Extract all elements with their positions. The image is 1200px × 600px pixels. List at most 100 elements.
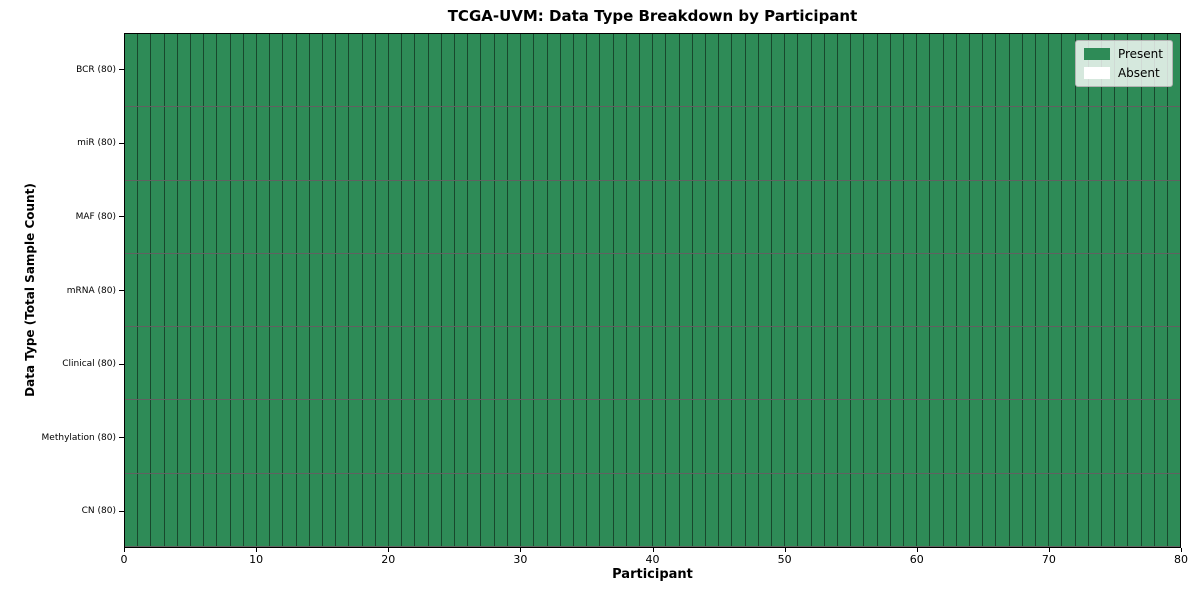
heatmap-cell bbox=[468, 253, 482, 327]
heatmap-cell bbox=[1115, 253, 1129, 327]
heatmap-cell bbox=[402, 473, 416, 546]
heatmap-cell bbox=[138, 473, 152, 546]
heatmap-cell bbox=[1036, 107, 1050, 180]
heatmap-cell bbox=[996, 253, 1010, 327]
heatmap-cell bbox=[1075, 400, 1089, 473]
heatmap-cell bbox=[1049, 107, 1063, 180]
heatmap-cell bbox=[785, 180, 799, 253]
heatmap-cell bbox=[573, 253, 588, 327]
y-tick-mark bbox=[119, 216, 124, 218]
heatmap-cell bbox=[1102, 107, 1116, 180]
y-tick-label: CN (80) bbox=[81, 506, 116, 517]
heatmap-cell bbox=[507, 253, 522, 327]
heatmap-row bbox=[125, 327, 1181, 401]
heatmap-cell bbox=[903, 473, 918, 546]
heatmap-cell bbox=[389, 400, 403, 473]
heatmap-cell bbox=[441, 180, 456, 253]
heatmap-cell bbox=[257, 400, 271, 473]
legend-label: Present bbox=[1117, 47, 1163, 61]
heatmap-cell bbox=[785, 107, 799, 180]
heatmap-cell bbox=[323, 473, 337, 546]
heatmap-cell bbox=[336, 400, 350, 473]
heatmap-cell bbox=[1115, 473, 1129, 546]
heatmap-cell bbox=[996, 34, 1010, 107]
heatmap-cell bbox=[903, 107, 918, 180]
heatmap-cell bbox=[441, 107, 456, 180]
heatmap-cell bbox=[270, 473, 284, 546]
heatmap-cell bbox=[811, 253, 825, 327]
heatmap-cell bbox=[1062, 473, 1076, 546]
heatmap-cell bbox=[323, 327, 337, 400]
heatmap-cell bbox=[1009, 34, 1023, 107]
heatmap-cell bbox=[877, 34, 891, 107]
heatmap-cell bbox=[125, 253, 139, 327]
heatmap-cell bbox=[296, 473, 310, 546]
heatmap-cell bbox=[666, 327, 680, 400]
heatmap-cell bbox=[1141, 400, 1155, 473]
heatmap-cell bbox=[613, 34, 627, 107]
heatmap-cell bbox=[507, 34, 522, 107]
heatmap-cell bbox=[917, 107, 931, 180]
heatmap-cell bbox=[573, 473, 588, 546]
heatmap-cell bbox=[257, 473, 271, 546]
heatmap-cell bbox=[970, 107, 984, 180]
heatmap-cell bbox=[970, 253, 984, 327]
heatmap-cell bbox=[521, 327, 535, 400]
heatmap-cell bbox=[560, 473, 574, 546]
heatmap-cell bbox=[1128, 180, 1142, 253]
heatmap-cell bbox=[494, 253, 508, 327]
heatmap-cell bbox=[573, 400, 588, 473]
heatmap-cell bbox=[785, 327, 799, 400]
heatmap-cell bbox=[837, 107, 852, 180]
heatmap-cell bbox=[1049, 253, 1063, 327]
heatmap-cell bbox=[243, 327, 258, 400]
heatmap-cell bbox=[1022, 253, 1037, 327]
heatmap-cell bbox=[494, 473, 508, 546]
heatmap-cell bbox=[1075, 473, 1089, 546]
heatmap-cell bbox=[956, 107, 970, 180]
heatmap-cell bbox=[679, 327, 693, 400]
heatmap-cell bbox=[375, 253, 390, 327]
heatmap-cell bbox=[560, 400, 574, 473]
heatmap-cell bbox=[349, 473, 363, 546]
heatmap-cell bbox=[521, 473, 535, 546]
heatmap-cell bbox=[1141, 107, 1155, 180]
heatmap-cell bbox=[917, 253, 931, 327]
heatmap-cell bbox=[1154, 180, 1169, 253]
heatmap-cell bbox=[666, 400, 680, 473]
heatmap-cell bbox=[705, 107, 720, 180]
heatmap-cell bbox=[1062, 400, 1076, 473]
heatmap-cell bbox=[666, 107, 680, 180]
heatmap-cell bbox=[1141, 473, 1155, 546]
heatmap-cell bbox=[824, 327, 838, 400]
x-tick-mark bbox=[388, 548, 390, 552]
heatmap-cell bbox=[758, 473, 772, 546]
heatmap-cell bbox=[375, 327, 390, 400]
heatmap-cell bbox=[943, 253, 957, 327]
heatmap-cell bbox=[428, 180, 442, 253]
heatmap-cell bbox=[970, 34, 984, 107]
heatmap-cell bbox=[164, 107, 178, 180]
heatmap-cell bbox=[1115, 400, 1129, 473]
heatmap-cell bbox=[283, 253, 297, 327]
heatmap-cell bbox=[494, 180, 508, 253]
heatmap-cell bbox=[177, 180, 192, 253]
heatmap-cell bbox=[771, 253, 786, 327]
heatmap-row bbox=[125, 34, 1181, 108]
heatmap-cell bbox=[877, 107, 891, 180]
heatmap-cell bbox=[177, 400, 192, 473]
heatmap-cell bbox=[125, 34, 139, 107]
heatmap-cell bbox=[1049, 473, 1063, 546]
heatmap-cell bbox=[257, 34, 271, 107]
heatmap-cell bbox=[1022, 327, 1037, 400]
heatmap-cell bbox=[296, 180, 310, 253]
heatmap-cell bbox=[1154, 107, 1169, 180]
heatmap-cell bbox=[191, 400, 205, 473]
heatmap-cell bbox=[204, 253, 218, 327]
heatmap-cell bbox=[1088, 180, 1103, 253]
heatmap-cell bbox=[600, 180, 614, 253]
heatmap-cell bbox=[243, 253, 258, 327]
y-tick-label: Clinical (80) bbox=[62, 359, 116, 370]
heatmap-cell bbox=[323, 107, 337, 180]
